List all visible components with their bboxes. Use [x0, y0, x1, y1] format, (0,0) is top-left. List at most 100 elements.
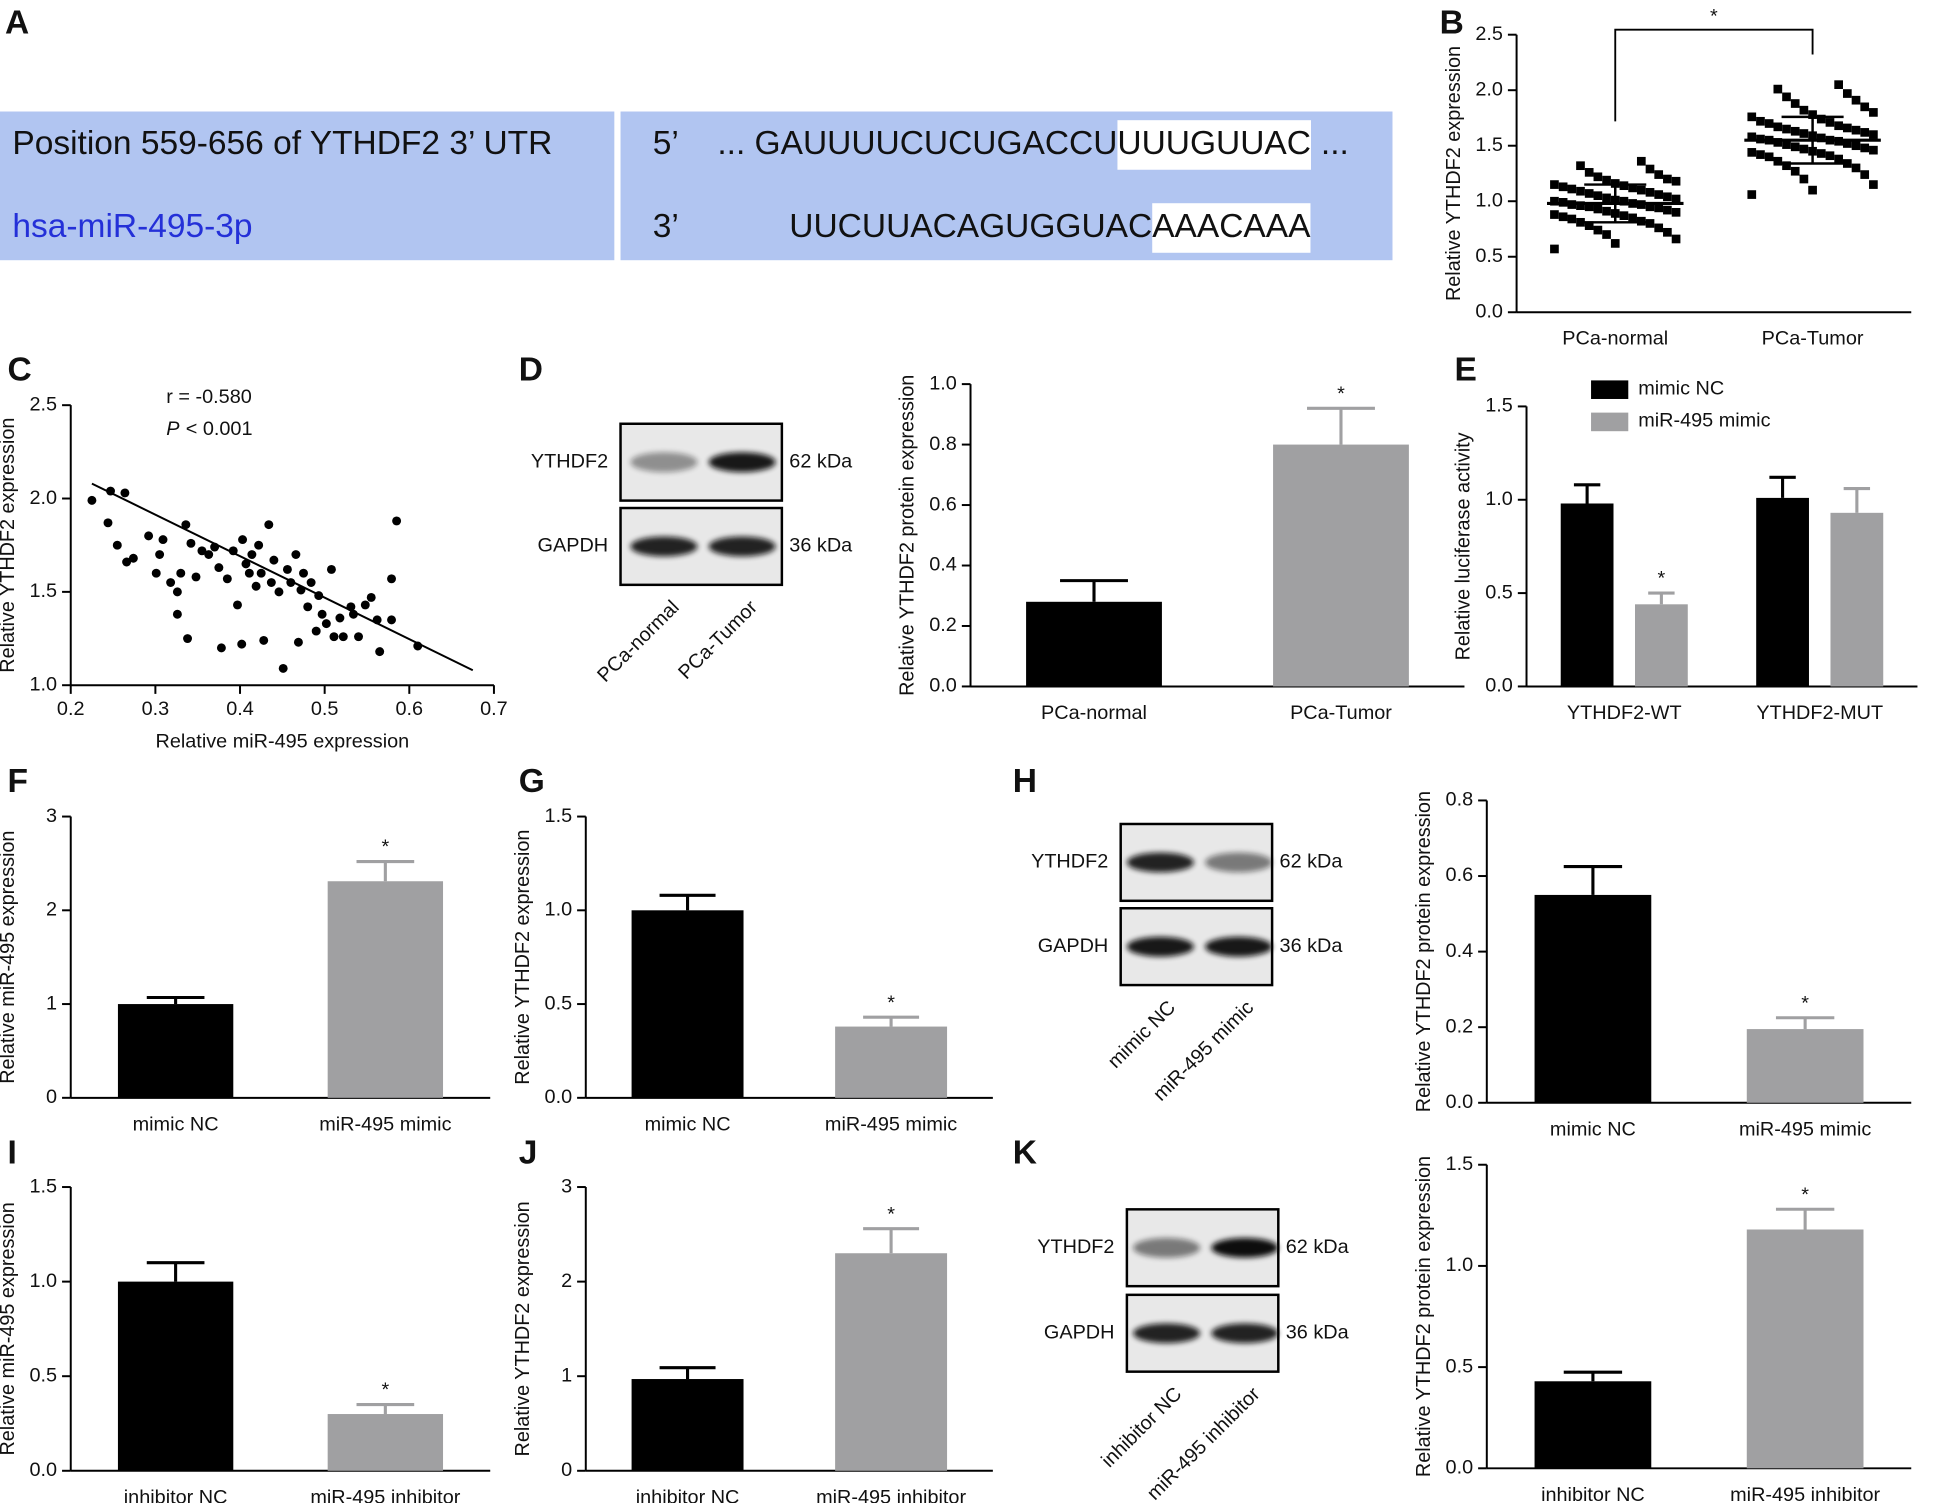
y-tick-label: 0 [46, 1086, 57, 1108]
point [299, 568, 308, 578]
point [181, 520, 191, 530]
y-tick-label: 0.0 [29, 1459, 57, 1481]
size-label: 36 kDa [1286, 1321, 1350, 1343]
legend-label: mimic NC [1638, 377, 1724, 399]
bar [1560, 503, 1614, 687]
dot [1747, 190, 1757, 199]
y-tick-label: 0 [561, 1459, 572, 1481]
x-tick-label: miR-495 mimic [319, 1113, 451, 1135]
y-tick-label: 1.5 [29, 580, 57, 602]
point [366, 593, 376, 602]
panel-label: H [1013, 763, 1037, 800]
dot [1842, 139, 1852, 148]
stat-r: r = -0.580 [166, 386, 251, 408]
dot [1869, 108, 1878, 117]
point [128, 553, 138, 563]
dot [1593, 191, 1603, 201]
significance: * [1337, 383, 1345, 405]
dot [1550, 180, 1559, 189]
dot [1610, 239, 1620, 248]
dot [1619, 196, 1629, 206]
dot [1869, 145, 1878, 155]
point [222, 574, 232, 584]
point [338, 632, 348, 642]
point [278, 663, 288, 673]
y-tick-label: 0.5 [1475, 245, 1503, 267]
dot [1747, 132, 1757, 142]
dot [1799, 129, 1809, 138]
dot [1756, 116, 1765, 126]
point [172, 609, 182, 619]
dot [1790, 166, 1800, 176]
significance: * [1801, 992, 1809, 1014]
y-tick-label: 3 [46, 805, 57, 827]
point [360, 600, 370, 610]
dot [1842, 159, 1852, 168]
dot [1576, 186, 1585, 196]
point [256, 568, 266, 578]
bar [835, 1026, 948, 1098]
point [120, 488, 130, 498]
point [112, 540, 122, 550]
stat-p-symbol: P [166, 418, 180, 440]
point [251, 581, 261, 591]
point [311, 626, 321, 636]
sequence: UUCUUACAGUGGUAC [789, 208, 1152, 245]
dot [1628, 213, 1637, 223]
x-tick-label: 0.7 [480, 698, 508, 720]
bar [631, 1379, 744, 1471]
significance: * [1801, 1184, 1809, 1206]
point [392, 516, 402, 526]
y-tick-label: 0.0 [1446, 1457, 1474, 1479]
x-tick-label: 0.5 [311, 698, 339, 720]
bar [327, 881, 444, 1098]
dot [1671, 207, 1681, 217]
sequence: ... GAUUUUCUCUGACCU [717, 125, 1117, 162]
y-tick-label: 1.5 [1475, 134, 1503, 156]
dot [1663, 227, 1672, 237]
dot [1825, 151, 1835, 161]
x-tick-label: mimic NC [133, 1113, 219, 1135]
dot [1764, 152, 1774, 162]
dot [1860, 102, 1870, 112]
point [204, 550, 214, 559]
bar [1746, 1029, 1864, 1103]
dot [1773, 122, 1783, 132]
dot [1869, 130, 1878, 139]
x-tick-label: inhibitor NC [1541, 1484, 1645, 1503]
panel-label: C [7, 352, 31, 389]
bar [835, 1253, 948, 1471]
dot [1576, 217, 1585, 227]
dot [1808, 185, 1817, 195]
y-tick-label: 0.4 [1446, 940, 1474, 962]
y-tick-label: 0.6 [929, 493, 957, 515]
dot [1671, 234, 1681, 244]
blot-band [1133, 1237, 1201, 1258]
blot-band [1126, 936, 1194, 957]
dot [1593, 172, 1603, 182]
panel-label: A [5, 5, 29, 42]
lane-label: mimic NC [1104, 997, 1180, 1073]
y-tick-label: 0.0 [1446, 1091, 1474, 1113]
dot [1860, 128, 1870, 137]
dot [1645, 188, 1655, 197]
x-tick-label: PCa-normal [1041, 702, 1147, 724]
point [158, 535, 168, 545]
dot [1654, 170, 1664, 179]
blot-band [1205, 936, 1273, 957]
y-tick-label: 1.5 [545, 805, 573, 827]
dot [1558, 212, 1568, 222]
x-axis-label: Relative miR-495 expression [156, 730, 410, 752]
x-tick-label: YTHDF2-MUT [1756, 702, 1883, 724]
blot-band [1126, 852, 1194, 873]
dot [1636, 156, 1646, 166]
y-tick-label: 1.0 [1475, 189, 1503, 211]
point [166, 578, 176, 587]
bar [117, 1281, 234, 1471]
bar [1635, 604, 1688, 687]
y-tick-label: 0.2 [1446, 1015, 1474, 1037]
dot [1663, 205, 1672, 215]
dot [1602, 193, 1611, 203]
dot [1567, 214, 1577, 224]
x-tick-label: 0.6 [396, 698, 424, 720]
